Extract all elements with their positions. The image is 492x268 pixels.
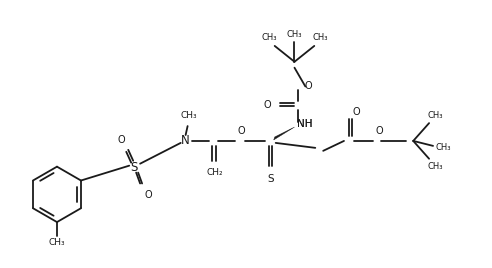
Text: CH₃: CH₃ <box>180 111 197 120</box>
Text: O: O <box>144 190 152 200</box>
Text: CH₃: CH₃ <box>427 111 443 120</box>
Text: CH₃: CH₃ <box>312 32 328 42</box>
Text: CH₂: CH₂ <box>206 168 223 177</box>
Text: S: S <box>130 161 138 174</box>
Text: O: O <box>376 126 383 136</box>
Text: CH₃: CH₃ <box>287 29 302 39</box>
Text: O: O <box>264 100 272 110</box>
Text: CH₃: CH₃ <box>49 238 65 247</box>
Polygon shape <box>274 127 295 140</box>
Text: O: O <box>305 81 312 91</box>
Text: O: O <box>118 135 125 145</box>
Text: CH₃: CH₃ <box>435 143 451 152</box>
Text: CH₃: CH₃ <box>427 162 443 171</box>
Text: NH: NH <box>297 119 312 129</box>
Text: S: S <box>268 174 274 184</box>
Text: O: O <box>237 126 245 136</box>
Text: O: O <box>352 107 360 117</box>
Text: NH: NH <box>297 119 312 129</box>
Text: N: N <box>181 135 190 147</box>
Text: CH₃: CH₃ <box>261 32 277 42</box>
